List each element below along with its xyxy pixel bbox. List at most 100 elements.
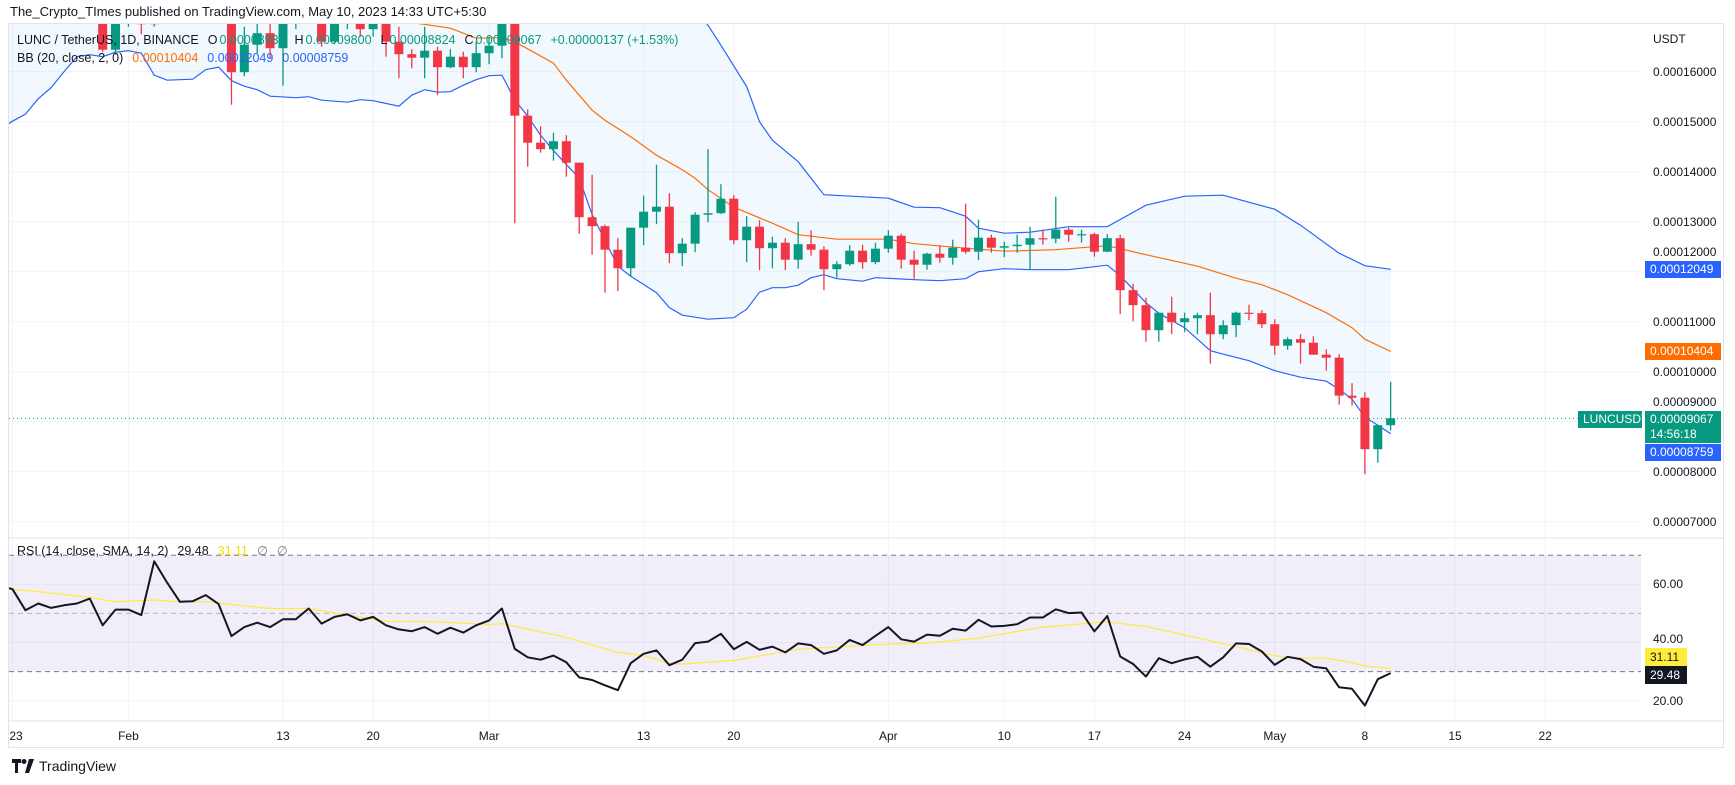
candle[interactable] [858, 244, 868, 269]
candle[interactable] [1257, 310, 1267, 329]
candle[interactable] [1141, 297, 1151, 342]
candle[interactable] [149, 0, 159, 27]
candle[interactable] [304, 0, 313, 25]
candle[interactable] [1334, 354, 1344, 405]
candle[interactable] [1270, 319, 1280, 355]
candle[interactable] [1180, 312, 1190, 333]
candle[interactable] [394, 26, 404, 79]
candle[interactable] [1038, 229, 1048, 245]
candle[interactable] [523, 109, 533, 167]
candle[interactable] [1244, 304, 1254, 321]
candle[interactable] [1089, 232, 1099, 257]
candle[interactable] [265, 22, 275, 59]
rsi-legend[interactable]: RSI (14, close, SMA, 14, 2) 29.48 31.11 … [17, 543, 290, 558]
candle[interactable] [961, 203, 971, 254]
candle[interactable] [948, 239, 958, 265]
candle[interactable] [226, 0, 236, 105]
candle[interactable] [793, 221, 803, 269]
candle[interactable] [742, 216, 752, 263]
candle[interactable] [98, 0, 108, 52]
candle[interactable] [1051, 196, 1061, 244]
candle[interactable] [1012, 234, 1022, 253]
candle[interactable] [806, 230, 816, 256]
candle[interactable] [458, 51, 468, 79]
candle[interactable] [239, 26, 249, 77]
candle[interactable] [368, 12, 378, 37]
candle[interactable] [755, 220, 765, 271]
candle[interactable] [883, 230, 893, 253]
candle[interactable] [484, 36, 494, 65]
candle[interactable] [870, 242, 880, 265]
candle[interactable] [703, 149, 713, 223]
candle[interactable] [497, 7, 507, 59]
candle[interactable] [639, 195, 649, 246]
candle[interactable] [291, 12, 300, 30]
candle[interactable] [343, 7, 352, 30]
candle[interactable] [1218, 320, 1228, 340]
candle[interactable] [407, 49, 417, 69]
candle[interactable] [1386, 381, 1396, 431]
price-pane[interactable] [0, 0, 1641, 475]
candle[interactable] [819, 246, 829, 291]
candle[interactable] [1308, 336, 1318, 355]
candle[interactable] [1296, 334, 1305, 364]
candle[interactable] [201, 0, 210, 2]
price-axis-currency[interactable]: USDT [1653, 32, 1686, 46]
candle[interactable] [420, 26, 430, 79]
candle[interactable] [677, 238, 687, 267]
candle[interactable] [896, 233, 906, 269]
candle[interactable] [124, 7, 133, 27]
candle[interactable] [175, 0, 184, 7]
candle[interactable] [922, 252, 932, 270]
candle[interactable] [1167, 296, 1177, 335]
candle[interactable] [767, 236, 777, 269]
candle[interactable] [845, 245, 855, 266]
candle[interactable] [974, 219, 983, 261]
candle[interactable] [1373, 424, 1383, 463]
candle[interactable] [600, 224, 610, 293]
candle[interactable] [136, 12, 146, 35]
candle[interactable] [935, 245, 945, 263]
candle[interactable] [664, 193, 674, 264]
candle[interactable] [1115, 234, 1125, 315]
candle[interactable] [445, 49, 455, 69]
candle[interactable] [1154, 312, 1164, 342]
candle[interactable] [986, 234, 996, 253]
candle[interactable] [471, 41, 481, 73]
candle[interactable] [780, 238, 790, 271]
candle[interactable] [999, 241, 1009, 258]
candle[interactable] [652, 164, 661, 225]
symbol-title[interactable]: LUNC / TetherUS, 1D, BINANCE [17, 33, 199, 47]
candle[interactable] [47, 0, 56, 17]
candle[interactable] [716, 184, 726, 215]
candle[interactable] [1321, 349, 1331, 371]
candle[interactable] [1360, 392, 1370, 475]
candle[interactable] [72, 0, 81, 12]
candle[interactable] [1128, 283, 1138, 322]
candle[interactable] [1205, 292, 1215, 364]
candle[interactable] [613, 238, 623, 292]
candle[interactable] [34, 0, 43, 19]
candle[interactable] [278, 7, 288, 86]
candle[interactable] [214, 0, 223, 7]
candle[interactable] [188, 0, 197, 7]
candle[interactable] [0, 0, 4, 17]
candle[interactable] [587, 174, 597, 255]
candle[interactable] [832, 261, 842, 278]
candle[interactable] [909, 250, 919, 279]
candle[interactable] [1025, 226, 1035, 270]
candle[interactable] [1347, 383, 1357, 406]
candle[interactable] [8, 0, 17, 12]
candle[interactable] [1192, 312, 1202, 335]
candle[interactable] [548, 132, 558, 161]
candle[interactable] [729, 195, 739, 245]
candle[interactable] [574, 162, 584, 234]
candle[interactable] [561, 135, 571, 177]
candle[interactable] [690, 212, 700, 253]
candle[interactable] [1102, 234, 1112, 253]
candle[interactable] [60, 0, 69, 14]
candle[interactable] [510, 12, 520, 224]
rsi-pane[interactable] [0, 554, 1641, 707]
candle[interactable] [626, 227, 636, 277]
